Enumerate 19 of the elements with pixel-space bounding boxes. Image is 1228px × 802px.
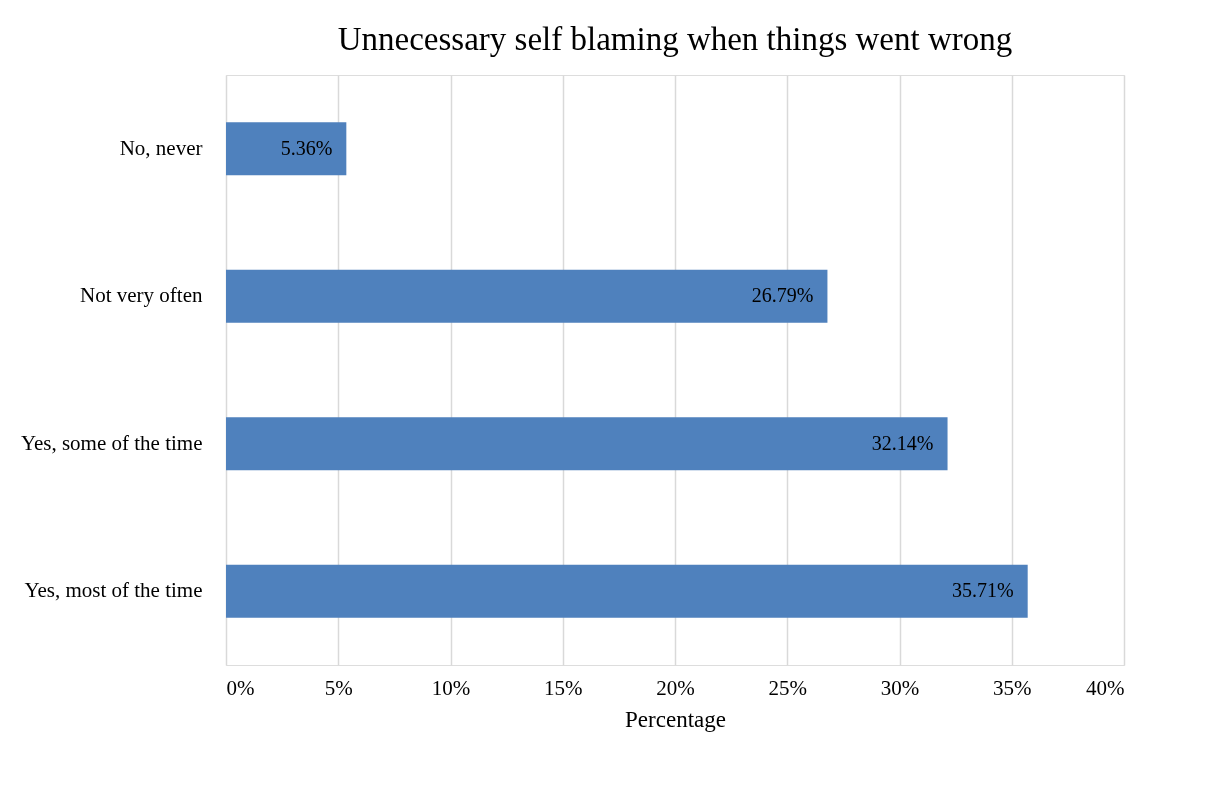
- x-tick-label: 10%: [431, 675, 471, 700]
- x-tick-label: 25%: [768, 675, 807, 700]
- data-label: 26.79%: [751, 284, 814, 307]
- x-tick-label: 35%: [993, 675, 1032, 700]
- chart-title: Unnecessary self blaming when things went wrong: [337, 21, 1013, 57]
- data-label: 32.14%: [871, 431, 934, 454]
- y-tick-label: Yes, some of the time: [20, 430, 203, 455]
- x-tick-label: 15%: [544, 675, 583, 700]
- y-tick-label: No, never: [119, 135, 203, 160]
- x-tick-label: 0%: [226, 675, 255, 700]
- data-label: 5.36%: [280, 136, 333, 159]
- x-tick-label: 30%: [880, 675, 920, 700]
- y-tick-label: Not very often: [80, 283, 203, 308]
- x-tick-label: 20%: [656, 675, 695, 700]
- x-axis-title: Percentage: [625, 706, 726, 732]
- x-tick-label: 5%: [324, 675, 353, 700]
- y-tick-label: Yes, most of the time: [24, 578, 203, 603]
- data-label: 35.71%: [952, 579, 1014, 602]
- x-tick-label: 40%: [1086, 675, 1125, 700]
